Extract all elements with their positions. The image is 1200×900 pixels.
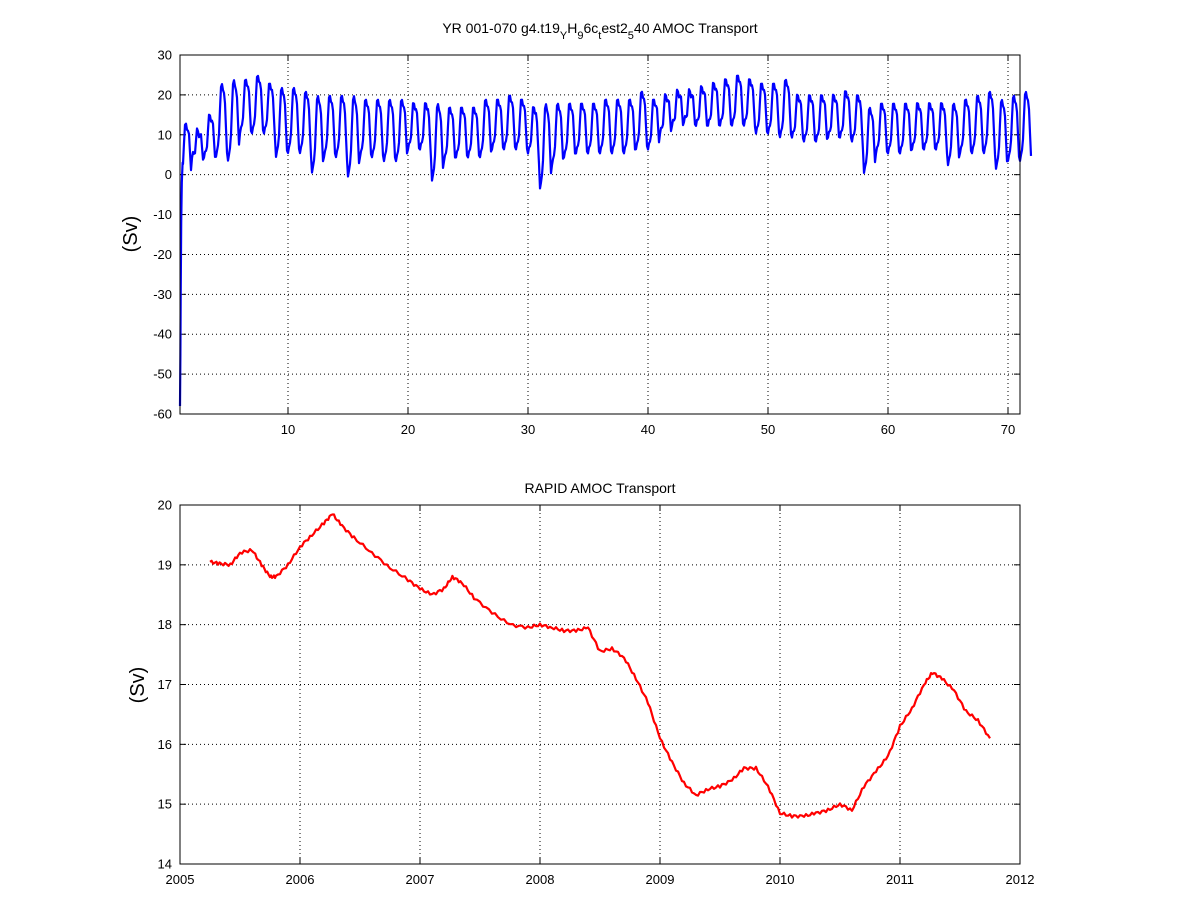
y-tick-label: 19	[158, 557, 172, 572]
x-tick-label: 2006	[286, 872, 315, 887]
plot-frame	[179, 54, 1021, 415]
y-axis-label: (Sv)	[120, 216, 142, 253]
x-tick-label: 2011	[886, 872, 914, 887]
series-line	[209, 513, 991, 819]
y-tick-label: 30	[158, 48, 172, 63]
y-tick-label: -30	[153, 287, 172, 302]
plot-frame	[179, 504, 1021, 865]
y-tick-label: 0	[165, 167, 172, 182]
x-tick-label: 2009	[646, 872, 675, 887]
x-tick-label: 2005	[166, 872, 195, 887]
x-tick-label: 30	[521, 422, 535, 437]
x-tick-label: 50	[761, 422, 775, 437]
x-tick-label: 40	[641, 422, 655, 437]
chart-title: RAPID AMOC Transport	[525, 480, 676, 496]
x-tick-label: 10	[281, 422, 295, 437]
x-tick-label: 20	[401, 422, 415, 437]
y-tick-label: 14	[158, 857, 172, 872]
y-tick-label: 10	[158, 127, 172, 142]
x-tick-label: 2007	[406, 872, 435, 887]
model-amoc-chart: YR 001-070 g4.t19YH96ctest2540 AMOC Tran…	[120, 20, 1033, 438]
y-tick-label: 18	[158, 617, 172, 632]
x-tick-label: 60	[881, 422, 895, 437]
x-tick-label: 70	[1001, 422, 1015, 437]
x-tick-label: 2008	[526, 872, 555, 887]
y-tick-label: 16	[158, 737, 172, 752]
tick-labels: 10 20 30 40 50 60 70 -60 -50 -40 -30 -20 -10 0 10 20 30	[153, 48, 1015, 438]
y-tick-label: 20	[158, 498, 172, 513]
y-tick-label: -60	[153, 407, 172, 422]
tick-labels: 2005 2006 2007 2008 2009 2010 2011 2012 14 15 16 17…	[158, 498, 1035, 888]
y-tick-label: -20	[153, 247, 172, 262]
y-axis-label: (Sv)	[127, 667, 149, 704]
x-tick-label: 2012	[1006, 872, 1035, 887]
x-tick-label: 2010	[766, 872, 795, 887]
series-line	[178, 74, 1033, 407]
chart-title: YR 001-070 g4.t19YH96ctest2540 AMOC Tran…	[442, 20, 757, 42]
y-tick-label: 15	[158, 797, 172, 812]
y-tick-label: 20	[158, 87, 172, 102]
rapid-amoc-chart: RAPID AMOC Transport 2005 2006 2007 2008 200…	[127, 480, 1034, 887]
y-tick-label: -10	[153, 207, 172, 222]
grid-lines	[180, 54, 1020, 415]
y-tick-label: -40	[153, 327, 172, 342]
y-tick-label: -50	[153, 367, 172, 382]
y-tick-label: 17	[158, 677, 172, 692]
